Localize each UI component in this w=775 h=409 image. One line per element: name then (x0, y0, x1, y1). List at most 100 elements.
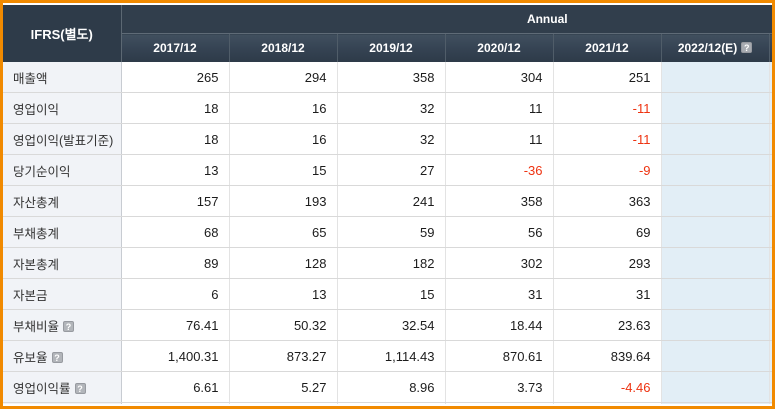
row-label: 영업이익(발표기준) (3, 123, 122, 155)
cell-value: 11 (445, 123, 554, 155)
cell-value: 32 (337, 92, 446, 124)
table-row: 자산총계 157 193 241 358 363 (3, 185, 772, 217)
help-question-icon[interactable]: ? (74, 382, 86, 394)
cell-value: 11 (445, 92, 554, 124)
table-row: 자본총계 89 128 182 302 293 (3, 247, 772, 279)
cell-value: 293 (553, 247, 662, 279)
cell-clipped (768, 371, 772, 403)
cell-value (553, 402, 662, 404)
cell-clipped (768, 92, 772, 124)
cell-value: 8.96 (337, 371, 446, 403)
annual-group-header: Annual (121, 5, 772, 34)
cell-clipped (768, 154, 772, 186)
cell-value (229, 402, 338, 404)
table-body: 매출액 265 294 358 304 251 영업이익 18 16 32 11 -11 영업이익(발표… (3, 62, 772, 404)
cell-value: 16 (229, 123, 338, 155)
table-row: 순이익률? (3, 402, 772, 404)
help-question-icon[interactable]: ? (51, 351, 63, 363)
cell-value: 69 (553, 216, 662, 248)
financial-highlight-table: IFRS(별도) Annual 2017/12 2018/12 2019/12 202… (3, 5, 772, 404)
cell-value: 182 (337, 247, 446, 279)
cell-value (445, 402, 554, 404)
cell-value: 1,114.43 (337, 340, 446, 372)
cell-value: 31 (553, 278, 662, 310)
cell-value: 6.61 (121, 371, 230, 403)
cell-value: -11 (553, 123, 662, 155)
cell-value (661, 278, 770, 310)
cell-value: 6 (121, 278, 230, 310)
cell-value: 76.41 (121, 309, 230, 341)
top-divider (3, 3, 772, 5)
cell-value: 3.73 (445, 371, 554, 403)
cell-value: 294 (229, 62, 338, 93)
column-header-2017/12: 2017/12 (121, 33, 229, 62)
group-header-row: IFRS(별도) Annual (3, 5, 772, 62)
cell-value: 68 (121, 216, 230, 248)
cell-value: 32 (337, 123, 446, 155)
cell-value: 65 (229, 216, 338, 248)
cell-value: 358 (445, 185, 554, 217)
cell-value: 13 (229, 278, 338, 310)
cell-value: -11 (553, 92, 662, 124)
row-label: 유보율? (3, 340, 122, 372)
column-header-2018/12: 2018/12 (228, 33, 337, 62)
row-label: 자본총계 (3, 247, 122, 279)
cell-value: 873.27 (229, 340, 338, 372)
cell-value: 5.27 (229, 371, 338, 403)
row-label: 자본금 (3, 278, 122, 310)
cell-value: 251 (553, 62, 662, 93)
cell-value: -4.46 (553, 371, 662, 403)
table-row: 부채비율? 76.41 50.32 32.54 18.44 23.63 (3, 309, 772, 341)
cell-value (661, 216, 770, 248)
table-row: 매출액 265 294 358 304 251 (3, 62, 772, 93)
table-row: 유보율? 1,400.31 873.27 1,114.43 870.61 839.64 (3, 340, 772, 372)
cell-value: -36 (445, 154, 554, 186)
cell-value: 1,400.31 (121, 340, 230, 372)
cell-value: 241 (337, 185, 446, 217)
row-label: 자산총계 (3, 185, 122, 217)
corner-header: IFRS(별도) (3, 5, 122, 62)
cell-value: -9 (553, 154, 662, 186)
cell-value (661, 340, 770, 372)
cell-value: 31 (445, 278, 554, 310)
cell-value: 15 (229, 154, 338, 186)
cell-value: 870.61 (445, 340, 554, 372)
table-row: 자본금 6 13 15 31 31 (3, 278, 772, 310)
help-question-icon[interactable]: ? (741, 42, 753, 53)
cell-value (661, 154, 770, 186)
cell-value (661, 185, 770, 217)
cell-value: 18.44 (445, 309, 554, 341)
cell-value (661, 62, 770, 93)
cell-clipped (768, 123, 772, 155)
row-label: 영업이익률? (3, 371, 122, 403)
help-question-icon[interactable]: ? (63, 320, 75, 332)
cell-value: 50.32 (229, 309, 338, 341)
cell-value: 363 (553, 185, 662, 217)
cell-value: 193 (229, 185, 338, 217)
cell-clipped (768, 216, 772, 248)
cell-value: 304 (445, 62, 554, 93)
cell-clipped (768, 340, 772, 372)
cell-value (661, 309, 770, 341)
row-label: 당기순이익 (3, 154, 122, 186)
column-header-2019/12: 2019/12 (336, 33, 445, 62)
table-row: 영업이익 18 16 32 11 -11 (3, 92, 772, 124)
cell-value (661, 92, 770, 124)
cell-value (661, 402, 770, 404)
cell-value: 89 (121, 247, 230, 279)
row-label: 순이익률? (3, 402, 122, 404)
cell-value: 23.63 (553, 309, 662, 341)
year-header-row: 2017/12 2018/12 2019/12 2020/12 2021/12 2022/… (3, 33, 772, 62)
cell-value: 302 (445, 247, 554, 279)
cell-clipped (768, 309, 772, 341)
cell-value: 157 (121, 185, 230, 217)
row-label: 부채비율? (3, 309, 122, 341)
cell-value (121, 402, 230, 404)
cell-value: 56 (445, 216, 554, 248)
cell-value (337, 402, 446, 404)
cell-value: 32.54 (337, 309, 446, 341)
cell-value: 839.64 (553, 340, 662, 372)
table-row: 영업이익률? 6.61 5.27 8.96 3.73 -4.46 (3, 371, 772, 403)
cell-clipped (768, 185, 772, 217)
column-header-2020/12: 2020/12 (444, 33, 553, 62)
